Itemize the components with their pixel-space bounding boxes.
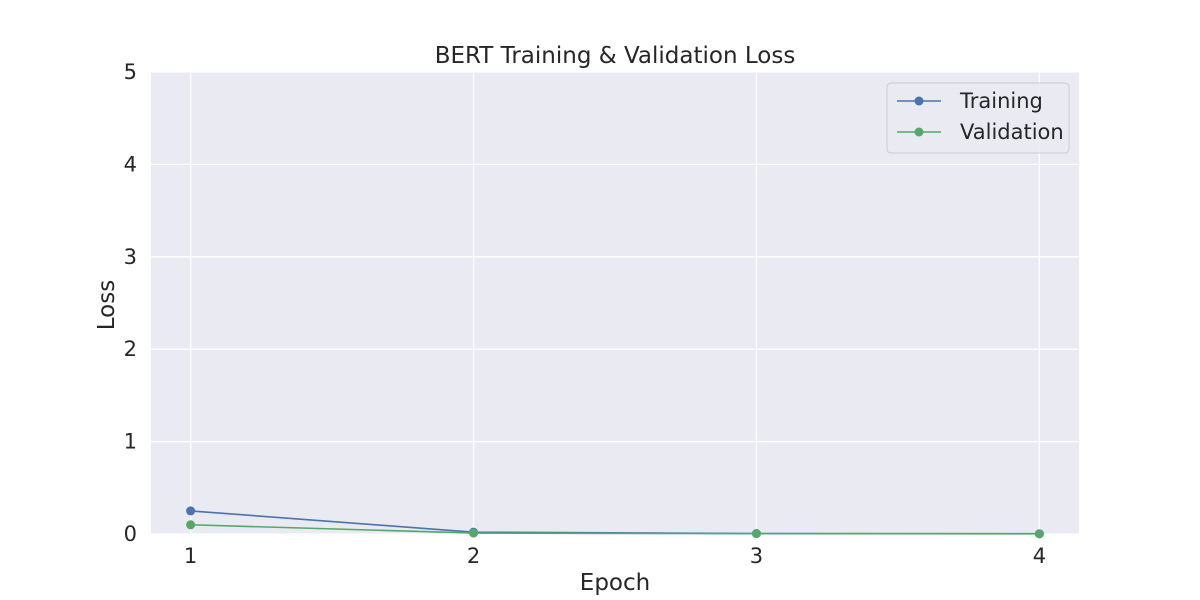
data-point-validation bbox=[186, 520, 196, 530]
y-tick-label: 5 bbox=[124, 60, 137, 84]
y-tick-label: 1 bbox=[124, 430, 137, 454]
chart-title: BERT Training & Validation Loss bbox=[435, 43, 796, 69]
data-point-validation bbox=[751, 529, 761, 539]
y-axis-label: Loss bbox=[94, 280, 120, 330]
data-point-validation bbox=[1034, 529, 1044, 539]
data-point-validation bbox=[469, 528, 479, 538]
series-line-validation bbox=[190, 523, 1040, 535]
y-tick-label: 2 bbox=[124, 337, 137, 361]
x-tick-label: 3 bbox=[750, 544, 763, 568]
series-layer bbox=[186, 506, 1044, 539]
data-point-training bbox=[186, 506, 196, 516]
legend-marker-training bbox=[914, 96, 924, 106]
x-axis-label: Epoch bbox=[580, 570, 650, 596]
grid-lines bbox=[151, 71, 1079, 535]
y-tick-label: 0 bbox=[124, 522, 137, 546]
legend-label-training: Training bbox=[959, 89, 1043, 113]
x-tick-label: 1 bbox=[184, 544, 197, 568]
y-tick-label: 4 bbox=[124, 152, 137, 176]
legend: Training Validation bbox=[886, 82, 1070, 154]
legend-marker-validation bbox=[914, 127, 924, 137]
x-tick-label: 4 bbox=[1033, 544, 1046, 568]
y-tick-label: 3 bbox=[124, 245, 137, 269]
legend-label-validation: Validation bbox=[960, 120, 1064, 144]
tick-labels: 1 2 3 4 0 1 2 3 4 5 bbox=[124, 60, 1046, 568]
x-tick-label: 2 bbox=[467, 544, 480, 568]
